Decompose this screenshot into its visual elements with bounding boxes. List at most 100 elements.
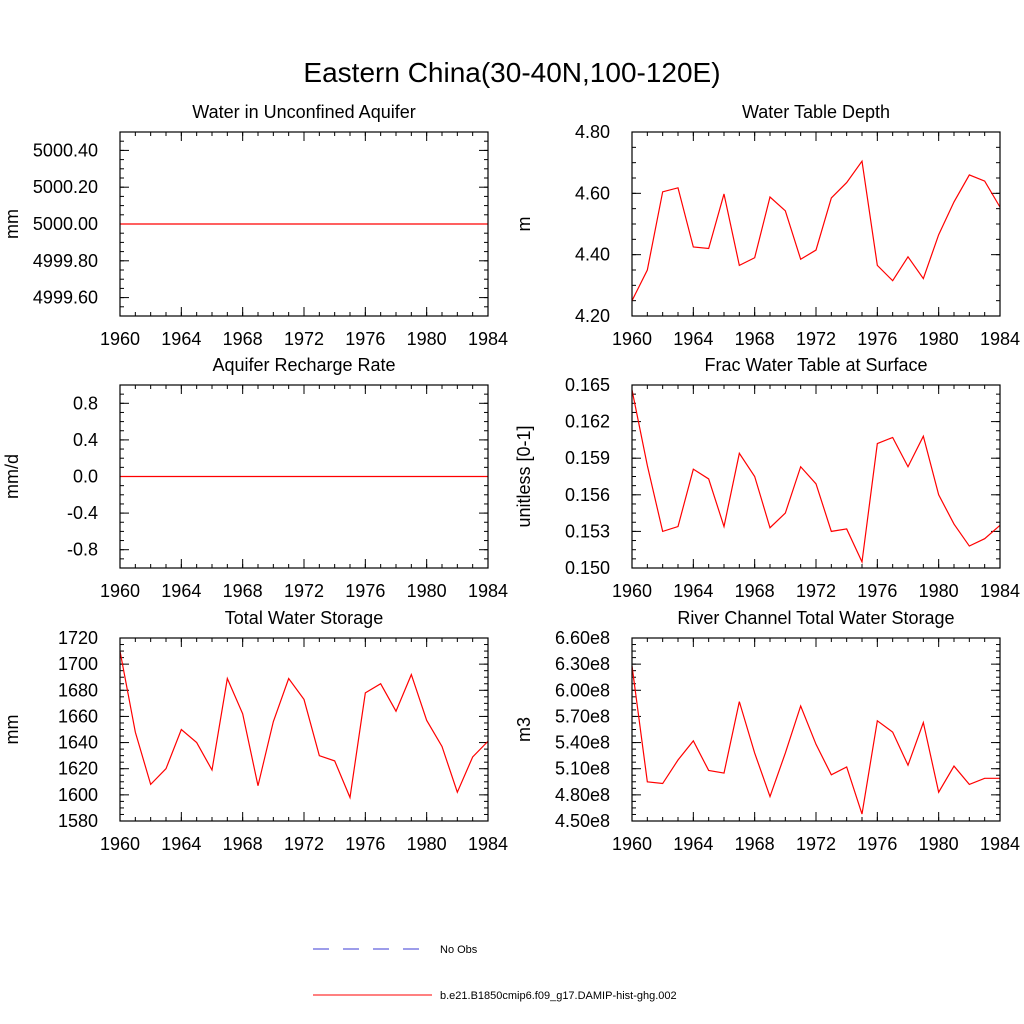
x-tick-label: 1984 xyxy=(980,834,1020,854)
y-tick-label: 6.60e8 xyxy=(555,628,610,648)
y-tick-label: 4999.60 xyxy=(33,288,98,308)
plot-frame xyxy=(631,384,1001,569)
x-tick-label: 1960 xyxy=(612,329,652,349)
y-tick-label: 5000.00 xyxy=(33,214,98,234)
x-tick-label: 1964 xyxy=(161,581,201,601)
y-tick-label: 1620 xyxy=(58,759,98,779)
series-line xyxy=(119,650,489,800)
plot-frame xyxy=(631,637,1001,822)
y-axis-label: m xyxy=(514,217,534,232)
x-tick-label: 1972 xyxy=(284,581,324,601)
x-tick-label: 1960 xyxy=(612,834,652,854)
x-tick-label: 1960 xyxy=(100,581,140,601)
panels: Water in Unconfined Aquifer mm 1960 1964 196… xyxy=(2,102,1020,854)
y-tick-label: 4.80 xyxy=(575,122,610,142)
y-tick-label: 4999.80 xyxy=(33,251,98,271)
plot-frame xyxy=(631,131,1001,317)
panel-1: Water in Unconfined Aquifer mm 1960 1964 196… xyxy=(2,102,508,349)
x-tick-label: 1980 xyxy=(919,581,959,601)
y-tick-label: 6.30e8 xyxy=(555,654,610,674)
panel-title: Water in Unconfined Aquifer xyxy=(192,102,415,122)
x-tick-label: 1976 xyxy=(857,329,897,349)
y-tick-label: 4.40 xyxy=(575,245,610,265)
x-tick-label: 1972 xyxy=(796,581,836,601)
y-tick-label: 1680 xyxy=(58,680,98,700)
y-tick-label: 0.156 xyxy=(565,485,610,505)
y-tick-label: 0.159 xyxy=(565,448,610,468)
x-tick-label: 1960 xyxy=(100,329,140,349)
x-tick-label: 1984 xyxy=(468,329,508,349)
x-tick-label: 1980 xyxy=(407,834,447,854)
x-tick-label: 1984 xyxy=(468,834,508,854)
y-tick-label: 0.0 xyxy=(73,467,98,487)
y-tick-label: -0.8 xyxy=(67,540,98,560)
x-tick-label: 1980 xyxy=(919,834,959,854)
x-tick-label: 1968 xyxy=(735,581,775,601)
y-tick-label: 0.4 xyxy=(73,430,98,450)
x-tick-label: 1968 xyxy=(223,834,263,854)
x-tick-label: 1976 xyxy=(345,329,385,349)
x-tick-label: 1972 xyxy=(284,834,324,854)
x-tick-label: 1976 xyxy=(857,834,897,854)
panel-title: Water Table Depth xyxy=(742,102,890,122)
series-line xyxy=(631,389,1001,565)
y-tick-label: 1720 xyxy=(58,628,98,648)
panel-5: Total Water Storage mm 1960 1964 1968 1972 197… xyxy=(2,608,508,854)
y-tick-label: 0.153 xyxy=(565,521,610,541)
y-tick-label: 4.20 xyxy=(575,306,610,326)
y-tick-label: 4.60 xyxy=(575,183,610,203)
y-axis-label: m3 xyxy=(514,717,534,742)
y-tick-label: 4.50e8 xyxy=(555,811,610,831)
y-tick-label: 0.8 xyxy=(73,393,98,413)
x-tick-label: 1964 xyxy=(161,834,201,854)
x-tick-label: 1968 xyxy=(735,329,775,349)
panel-2: Water Table Depth m 1960 1964 1968 1972 1976 19… xyxy=(514,102,1020,349)
x-tick-label: 1968 xyxy=(735,834,775,854)
y-tick-label: 0.165 xyxy=(565,375,610,395)
y-tick-label: 1700 xyxy=(58,654,98,674)
x-tick-label: 1972 xyxy=(284,329,324,349)
x-tick-label: 1976 xyxy=(345,581,385,601)
y-tick-label: 1600 xyxy=(58,785,98,805)
x-tick-label: 1960 xyxy=(100,834,140,854)
x-tick-label: 1964 xyxy=(673,581,713,601)
series-line xyxy=(631,665,1000,815)
panel-3: Aquifer Recharge Rate mm/d 1960 1964 1968 197… xyxy=(2,355,508,601)
x-tick-label: 1964 xyxy=(673,834,713,854)
y-tick-label: 5.10e8 xyxy=(555,759,610,779)
y-tick-label: 5.40e8 xyxy=(555,733,610,753)
y-tick-label: 0.162 xyxy=(565,412,610,432)
y-tick-label: 5000.40 xyxy=(33,140,98,160)
x-tick-label: 1964 xyxy=(673,329,713,349)
y-axis-label: unitless [0-1] xyxy=(514,425,534,527)
y-axis-label: mm/d xyxy=(2,454,22,499)
x-tick-label: 1984 xyxy=(468,581,508,601)
y-tick-label: 1660 xyxy=(58,706,98,726)
x-tick-label: 1976 xyxy=(345,834,385,854)
x-tick-label: 1976 xyxy=(857,581,897,601)
x-tick-label: 1968 xyxy=(223,329,263,349)
plot-frame xyxy=(119,131,489,317)
panel-title: Frac Water Table at Surface xyxy=(704,355,927,375)
y-tick-label: 1580 xyxy=(58,811,98,831)
y-axis-label: mm xyxy=(2,209,22,239)
panel-title: River Channel Total Water Storage xyxy=(677,608,954,628)
y-tick-label: -0.4 xyxy=(67,503,98,523)
x-tick-label: 1980 xyxy=(919,329,959,349)
panel-6: River Channel Total Water Storage m3 1960 1… xyxy=(514,608,1020,854)
y-tick-label: 5000.20 xyxy=(33,177,98,197)
panel-title: Total Water Storage xyxy=(225,608,383,628)
panel-4: Frac Water Table at Surface unitless [0-1… xyxy=(514,355,1020,601)
x-tick-label: 1968 xyxy=(223,581,263,601)
x-tick-label: 1972 xyxy=(796,329,836,349)
x-tick-label: 1980 xyxy=(407,329,447,349)
plot-frame xyxy=(119,384,489,569)
x-tick-label: 1984 xyxy=(980,581,1020,601)
x-tick-label: 1984 xyxy=(980,329,1020,349)
x-tick-label: 1972 xyxy=(796,834,836,854)
series-line xyxy=(631,159,1001,301)
y-axis-label: mm xyxy=(2,715,22,745)
x-tick-label: 1960 xyxy=(612,581,652,601)
x-tick-label: 1964 xyxy=(161,329,201,349)
